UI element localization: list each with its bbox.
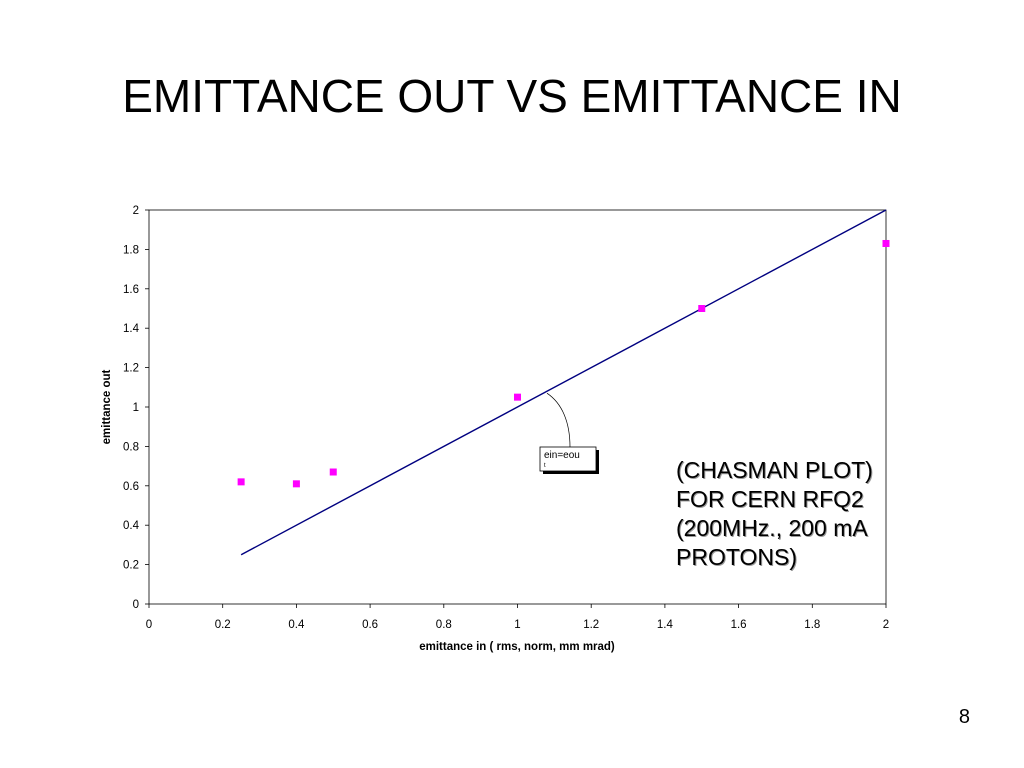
data-point bbox=[698, 305, 706, 312]
x-tick-label: 2 bbox=[883, 619, 889, 631]
x-tick-label: 0.2 bbox=[215, 619, 231, 631]
note-line: (200MHz., 200 mA bbox=[676, 515, 868, 541]
data-point bbox=[514, 393, 521, 401]
data-point bbox=[329, 468, 337, 476]
note-line: PROTONS) bbox=[676, 544, 797, 570]
chart-note: (CHASMAN PLOT) FOR CERN RFQ2 (200MHz., 2… bbox=[676, 456, 936, 572]
callout-leader bbox=[546, 392, 571, 448]
note-line: (CHASMAN PLOT) bbox=[676, 457, 873, 483]
callout-box bbox=[539, 446, 597, 472]
annotations: ein=eou t bbox=[539, 392, 599, 474]
y-tick-label: 1.8 bbox=[123, 244, 139, 256]
y-tick-label: 0.6 bbox=[123, 481, 139, 493]
y-tick-label: 1 bbox=[133, 402, 139, 414]
y-tick-label: 1.6 bbox=[123, 284, 139, 296]
x-tick-label: 1.4 bbox=[657, 619, 674, 631]
x-tick-label: 1.2 bbox=[583, 619, 599, 631]
y-tick-label: 1.2 bbox=[123, 363, 139, 375]
reference-lines bbox=[240, 209, 887, 556]
x-tick-label: 1 bbox=[514, 619, 520, 631]
x-tick-label: 0 bbox=[146, 619, 152, 631]
data-point bbox=[292, 480, 300, 488]
slide-number: 8 bbox=[958, 706, 970, 728]
data-point bbox=[237, 478, 245, 486]
callout-text-sub: t bbox=[544, 463, 546, 469]
y-tick-label: 0.2 bbox=[123, 560, 139, 572]
x-tick-label: 0.8 bbox=[436, 619, 452, 631]
x-tick-label: 0.4 bbox=[288, 619, 305, 631]
note-line: FOR CERN RFQ2 bbox=[676, 486, 864, 512]
chart-axes bbox=[145, 209, 887, 608]
x-tick-label: 0.6 bbox=[362, 619, 378, 631]
y-tick-label: 0.8 bbox=[123, 441, 139, 453]
callout-text: ein=eou bbox=[544, 450, 580, 461]
data-point bbox=[882, 239, 890, 247]
y-tick-labels: 0 0.2 0.4 0.6 0.8 1 1.2 1.4 1.6 1.8 2 bbox=[123, 205, 140, 611]
data-points bbox=[237, 239, 890, 488]
y-tick-label: 1.4 bbox=[123, 323, 140, 335]
ein-eout-line bbox=[240, 209, 887, 556]
x-tick-labels: 0 0.2 0.4 0.6 0.8 1 1.2 1.4 1.6 1.8 2 bbox=[146, 619, 889, 631]
x-tick-label: 1.6 bbox=[731, 619, 747, 631]
x-axis-label: emittance in ( rms, norm, mm mrad) bbox=[419, 641, 615, 653]
y-tick-label: 0.4 bbox=[123, 520, 140, 532]
x-tick-label: 1.8 bbox=[804, 619, 820, 631]
slide-title: EMITTANCE OUT VS EMITTANCE IN bbox=[122, 70, 902, 122]
y-tick-label: 2 bbox=[133, 205, 139, 217]
y-tick-label: 0 bbox=[133, 599, 139, 611]
y-axis-label: emittance out bbox=[101, 369, 113, 444]
